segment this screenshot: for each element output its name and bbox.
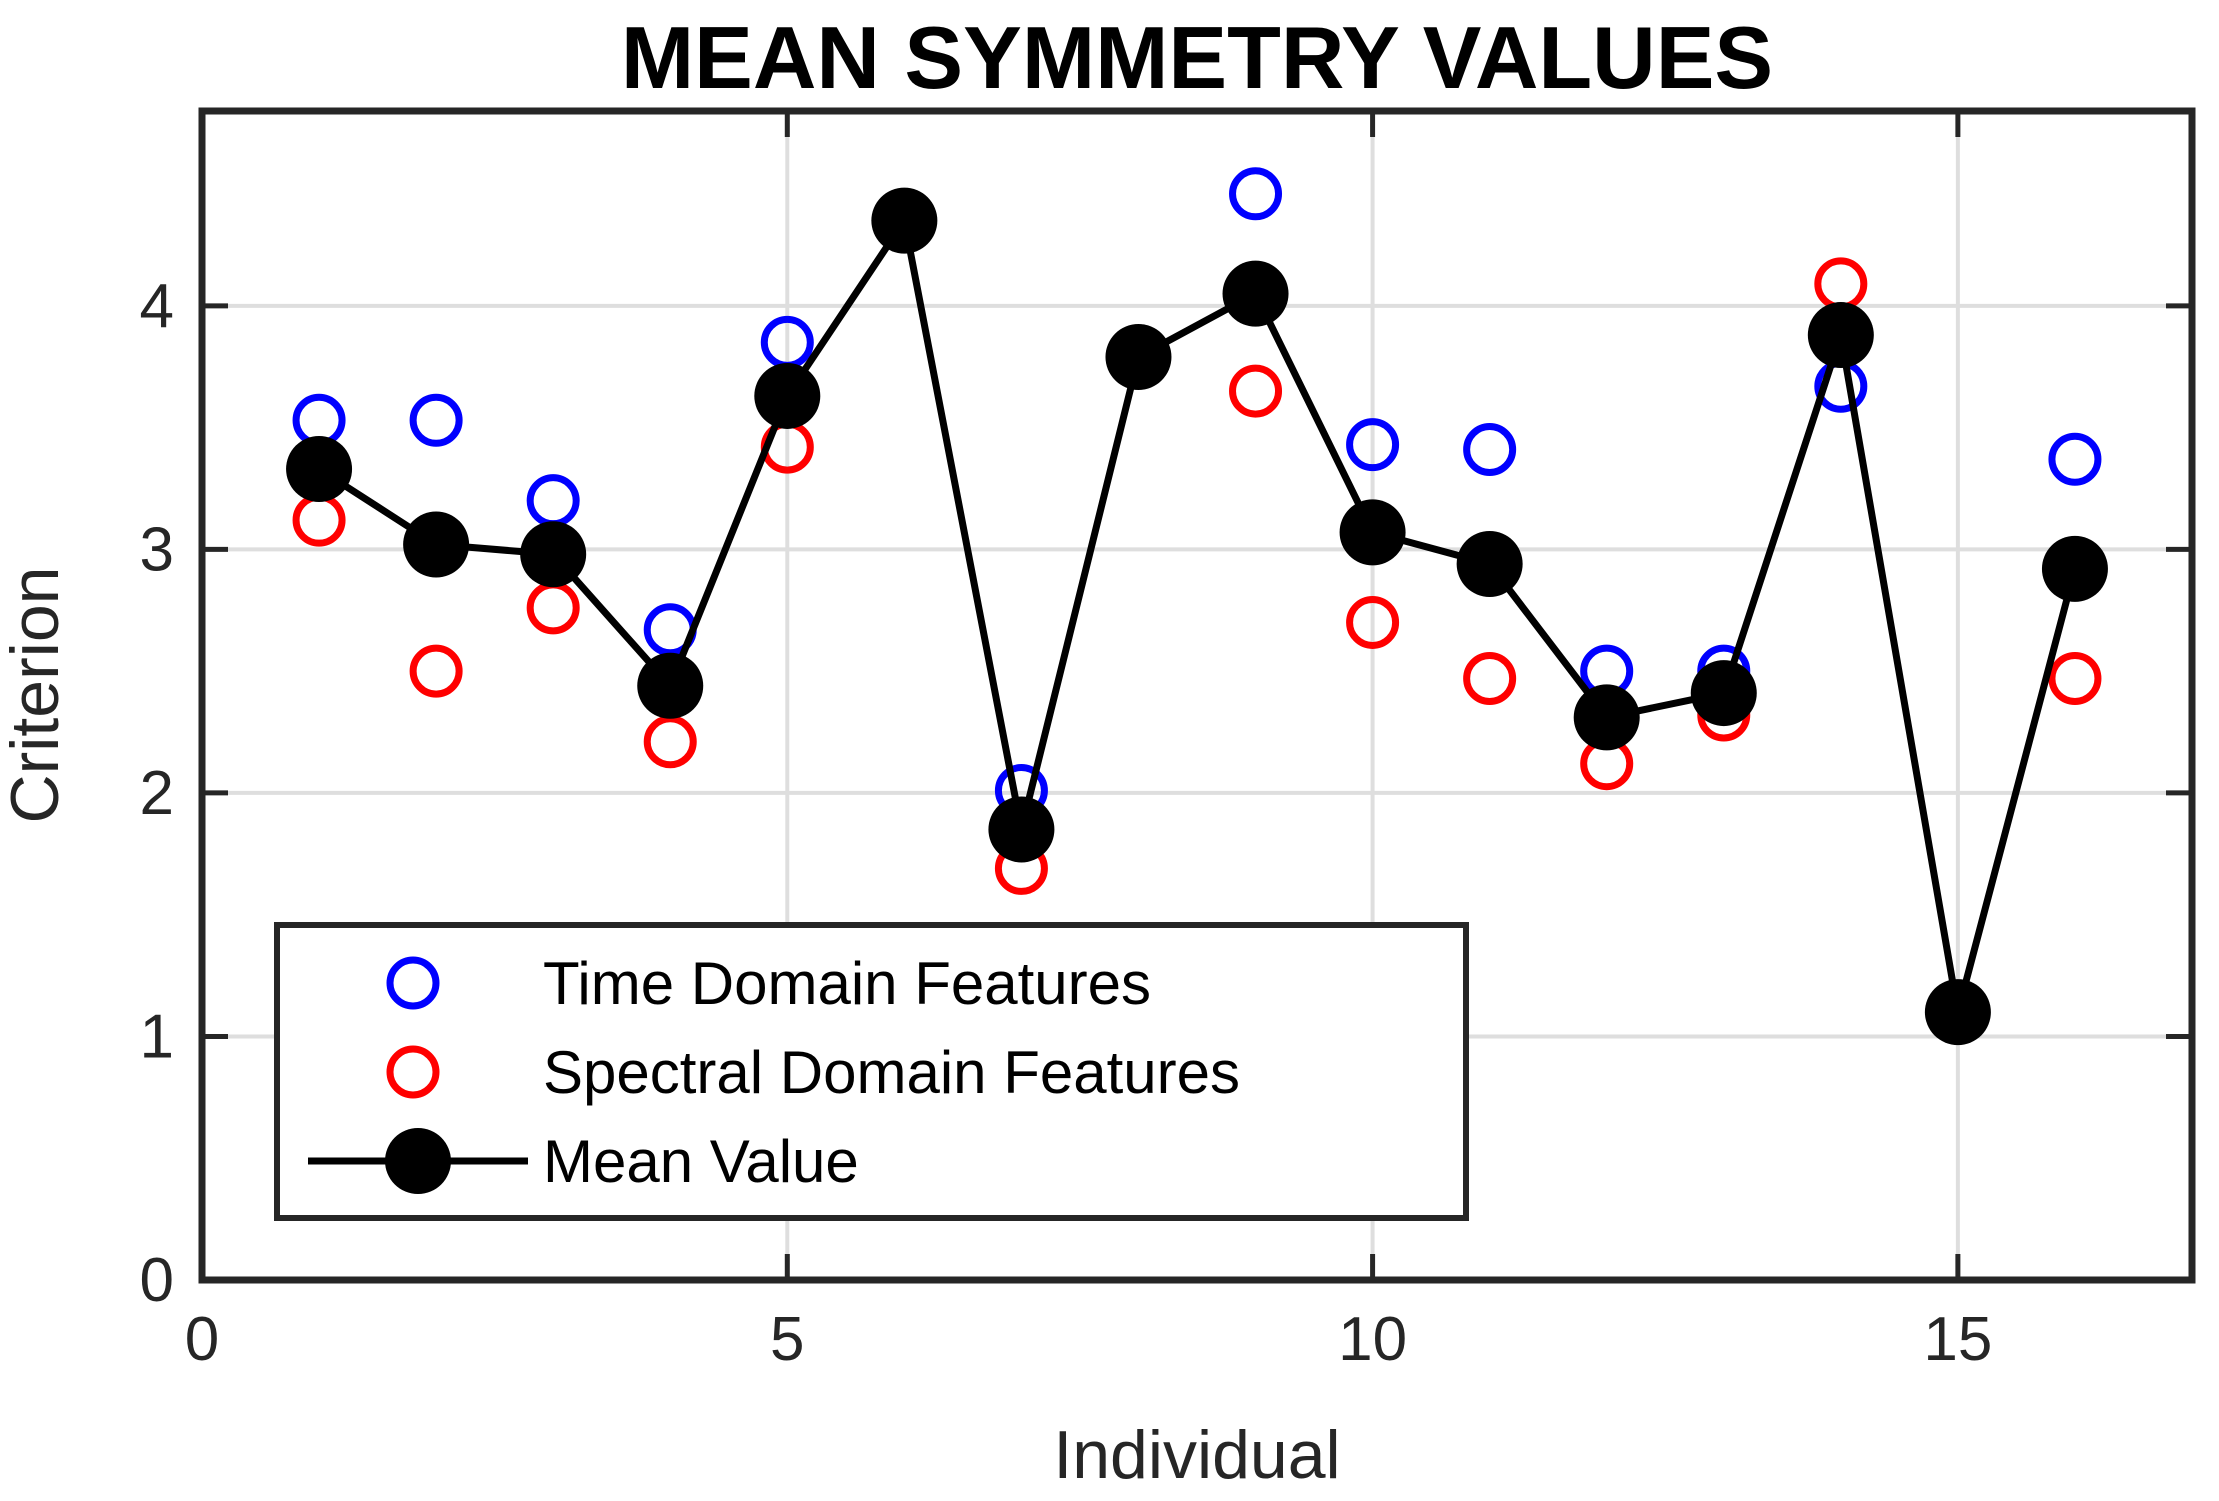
time-domain-marker xyxy=(1229,167,1283,221)
mean-value-marker xyxy=(1807,302,1874,369)
legend-label-time-domain: Time Domain Features xyxy=(543,950,1151,1017)
legend-marker-spectral-domain-icon xyxy=(386,1045,440,1099)
x-tick-label: 15 xyxy=(1923,1305,1992,1374)
x-axis-label: Individual xyxy=(1053,1417,1340,1493)
mean-value-marker xyxy=(403,511,470,578)
tick-labels: 0 5 10 15 0 1 2 3 4 xyxy=(140,272,1993,1374)
y-tick-label: 4 xyxy=(140,272,174,341)
y-tick-label: 1 xyxy=(140,1002,174,1071)
mean-value-marker xyxy=(1222,260,1289,327)
mean-value-marker xyxy=(1924,979,1991,1046)
time-domain-marker xyxy=(409,393,463,447)
x-tick-label: 0 xyxy=(185,1305,219,1374)
legend-box xyxy=(274,922,1469,1221)
y-tick-label: 0 xyxy=(140,1246,174,1315)
spectral-domain-marker xyxy=(643,715,697,769)
mean-value-marker xyxy=(754,362,821,429)
plot-border xyxy=(198,107,2196,1284)
time-domain-marker xyxy=(526,474,580,528)
mean-value-marker xyxy=(286,436,353,503)
mean-value-marker xyxy=(988,796,1055,863)
spectral-domain-marker xyxy=(292,493,346,547)
data-series xyxy=(286,167,2108,1046)
y-axis-label: Criterion xyxy=(0,567,73,824)
legend: Time Domain Features Spectral Domain Fea… xyxy=(274,922,1469,1221)
y-tick-label: 3 xyxy=(140,515,174,584)
spectral-domain-marker xyxy=(1229,364,1283,418)
spectral-domain-marker xyxy=(1346,595,1400,649)
mean-value-marker xyxy=(520,521,587,588)
mean-value-line xyxy=(317,211,2079,1013)
x-tick-label: 10 xyxy=(1338,1305,1407,1374)
mean-value-marker xyxy=(637,652,704,719)
legend-label-mean: Mean Value xyxy=(543,1128,859,1195)
y-tick-label: 2 xyxy=(140,759,174,828)
chart-title: MEAN SYMMETRY VALUES xyxy=(621,8,1773,107)
spectral-domain-marker xyxy=(2048,651,2102,705)
legend-label-spectral-domain: Spectral Domain Features xyxy=(543,1039,1240,1106)
time-domain-marker xyxy=(1463,423,1517,477)
spectral-domain-marker xyxy=(1463,651,1517,705)
time-domain-marker xyxy=(2048,432,2102,486)
spectral-domain-marker xyxy=(1814,257,1868,311)
spectral-domain-marker xyxy=(526,581,580,635)
mean-value-marker xyxy=(1690,660,1757,727)
legend-marker-mean-icon xyxy=(385,1128,451,1194)
mean-value-marker xyxy=(1573,684,1640,751)
axis-ticks xyxy=(199,111,2192,1283)
mean-value-marker xyxy=(1456,530,1523,597)
mean-value-marker xyxy=(871,187,938,254)
spectral-domain-marker xyxy=(409,644,463,698)
mean-value-marker xyxy=(1339,499,1406,566)
time-domain-marker xyxy=(1346,418,1400,472)
mean-value-marker xyxy=(2041,535,2108,602)
x-tick-label: 5 xyxy=(770,1305,804,1374)
mean-value-marker xyxy=(1105,323,1172,390)
legend-marker-time-domain-icon xyxy=(386,956,440,1010)
